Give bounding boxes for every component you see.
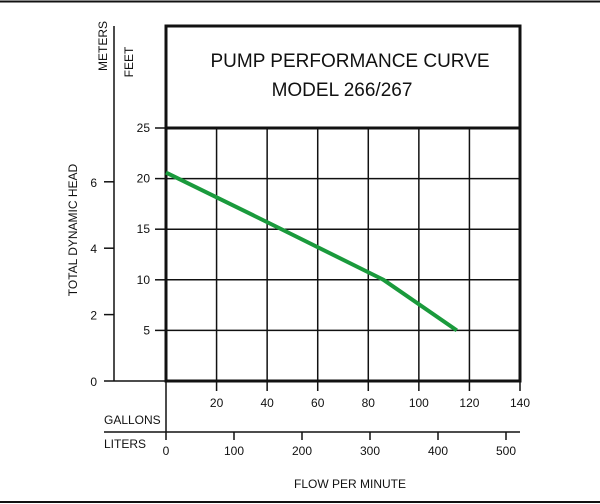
y-secondary-unit: METERS xyxy=(96,21,110,71)
x2-tick-label: 100 xyxy=(224,444,244,458)
y-tick-label: 25 xyxy=(137,121,151,135)
x-tick-label: 100 xyxy=(409,396,429,410)
y-tick-label: 5 xyxy=(143,323,150,337)
y2-tick-label: 4 xyxy=(90,242,97,256)
x-axis-label: FLOW PER MINUTE xyxy=(294,477,406,491)
y-primary-unit: FEET xyxy=(122,46,136,77)
chart-title: PUMP PERFORMANCE CURVE xyxy=(210,51,489,72)
x-tick-label: 140 xyxy=(510,396,530,410)
x-tick-label: 120 xyxy=(459,396,479,410)
x2-tick-label: 400 xyxy=(428,444,448,458)
performance-curve xyxy=(165,170,458,333)
y2-tick-label: 0 xyxy=(90,375,97,389)
x-tick-label: 40 xyxy=(260,396,274,410)
y-tick-label: 15 xyxy=(137,222,151,236)
plot-frame xyxy=(164,126,522,383)
x-tick-label: 20 xyxy=(210,396,224,410)
y2-tick-label: 2 xyxy=(90,309,97,323)
x-secondary-unit: LITERS xyxy=(104,437,146,451)
x-primary-unit: GALLONS xyxy=(104,413,161,427)
series-layer xyxy=(165,170,458,333)
grid xyxy=(164,126,522,383)
x2-tick-label: 300 xyxy=(360,444,380,458)
x2-tick-label: 200 xyxy=(292,444,312,458)
y-axis-label: TOTAL DYNAMIC HEAD xyxy=(66,163,80,296)
x-tick-label: 60 xyxy=(311,396,325,410)
y2-tick-label: 6 xyxy=(90,176,97,190)
x-tick-label: 80 xyxy=(362,396,376,410)
axes: 5 10 15 20 25 0 2 4 6 20 40 60 80 100 120 140 0 100 200 300… xyxy=(90,26,530,458)
x2-tick-label: 500 xyxy=(496,444,516,458)
y-tick-label: 20 xyxy=(137,172,151,186)
title-box xyxy=(164,24,522,130)
chart-subtitle: MODEL 266/267 xyxy=(272,80,413,101)
y-tick-label: 10 xyxy=(137,273,151,287)
x2-tick-label: 0 xyxy=(163,444,170,458)
